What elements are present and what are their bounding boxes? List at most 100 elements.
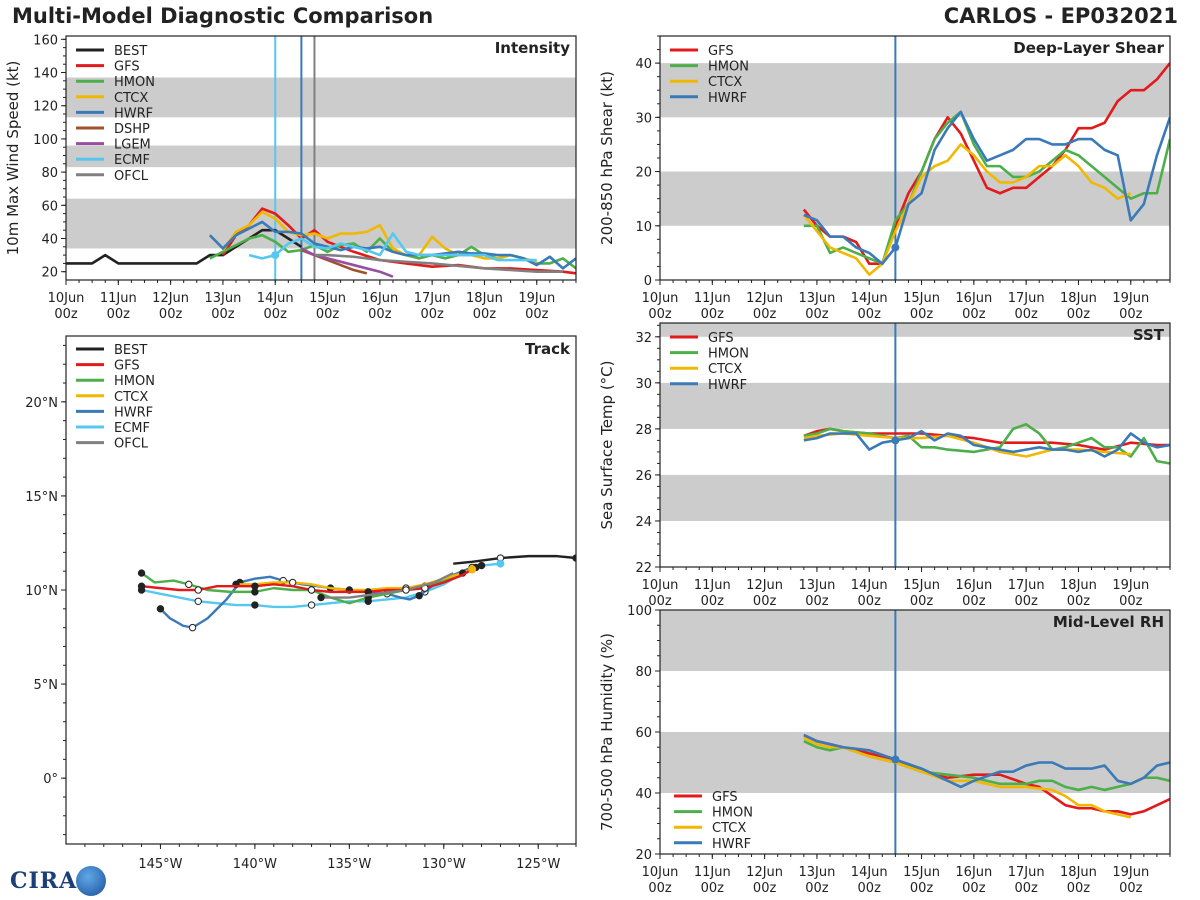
track-ytick-label: 5°N: [34, 678, 59, 693]
intensity-legend-label-ecmf: ECMF: [114, 153, 150, 168]
shear-legend-label-hmon: HMON: [708, 60, 749, 75]
track-position-marker: [251, 582, 259, 590]
intensity-series-group: [66, 207, 576, 278]
sst-series-group: [803, 422, 1170, 465]
intensity-ytick-label: 60: [41, 199, 58, 214]
shear-ytick-label: 40: [635, 57, 652, 72]
sst-ytick-label: 30: [635, 377, 652, 392]
intensity-legend-label-dshp: DSHP: [114, 122, 150, 137]
sst-xtick-label: 10Jun: [642, 578, 679, 593]
intensity-xtick-label: 14Jun: [257, 291, 294, 306]
intensity-series-best: [66, 228, 303, 265]
sst-xtick-label: 11Jun: [694, 578, 731, 593]
rh-series-hwrf: [803, 733, 1170, 789]
track-position-marker: [137, 582, 146, 590]
track-position-marker: [185, 580, 193, 589]
intensity-ytick-label: 140: [33, 67, 58, 82]
sst-ytick-label: 22: [635, 561, 652, 576]
sst-band: [660, 474, 1170, 521]
sst-xtick-label: 15Jun: [903, 578, 940, 593]
track-legend-label-best: BEST: [114, 343, 147, 358]
sst-xtick-label-hour: 00z: [648, 594, 672, 609]
track-legend-label-ecmf: ECMF: [114, 421, 150, 436]
intensity-series-gfs: [221, 207, 576, 275]
intensity-xtick-label-hour: 00z: [368, 307, 392, 322]
sst-xtick-label-hour: 00z: [910, 594, 934, 609]
track-position-marker: [307, 601, 316, 609]
intensity-xtick-label-hour: 00z: [525, 307, 549, 322]
rh-ytick-label: 60: [635, 726, 652, 741]
shear-ytick-label: 0: [644, 274, 652, 289]
rh-series-gfs: [803, 733, 1170, 816]
rh-xtick-label: 18Jun: [1060, 865, 1097, 880]
shear-band: [660, 63, 1170, 118]
shear-xtick-label: 19Jun: [1112, 291, 1149, 306]
sst-xtick-label-hour: 00z: [1014, 594, 1038, 609]
track-end-marker-ctcx: [468, 565, 477, 574]
sst-series-hwrf: [803, 429, 1170, 458]
track-series-best: [453, 554, 576, 565]
shear-legend-label-hwrf: HWRF: [708, 91, 747, 106]
track-ytick-label: 0°: [43, 772, 58, 787]
track-ytick-label: 15°N: [25, 490, 58, 505]
track-title: Track: [525, 340, 571, 358]
shear-xtick-label-hour: 00z: [1119, 307, 1143, 322]
shear-xtick-label-hour: 00z: [701, 307, 725, 322]
rh-xtick-label: 17Jun: [1008, 865, 1045, 880]
shear-xtick-label: 15Jun: [903, 291, 940, 306]
intensity-title: Intensity: [495, 39, 571, 57]
shear-init-marker: [891, 243, 900, 252]
shear-xtick-label-hour: 00z: [858, 307, 882, 322]
rh-legend-label-ctcx: CTCX: [712, 821, 746, 836]
intensity-legend-label-lgem: LGEM: [114, 138, 151, 153]
rh-xtick-label: 13Jun: [798, 865, 835, 880]
shear-xtick-label: 14Jun: [851, 291, 888, 306]
rh-xtick-label: 19Jun: [1112, 865, 1149, 880]
intensity-ytick-label: 20: [41, 266, 58, 281]
track-position-marker: [194, 586, 202, 594]
shear-xtick-label: 10Jun: [642, 291, 679, 306]
sst-xtick-label: 13Jun: [798, 578, 835, 593]
intensity-xtick-label-hour: 00z: [54, 307, 78, 322]
sst-panel: 22242628303210Jun00z11Jun00z12Jun00z13Ju…: [598, 322, 1171, 609]
rh-ytick-label: 20: [635, 848, 652, 863]
track-position-marker: [288, 578, 297, 587]
track-series-hwrf: [159, 566, 473, 629]
track-position-marker: [188, 623, 197, 632]
sst-band: [660, 382, 1170, 429]
rh-title: Mid-Level RH: [1053, 613, 1164, 631]
shear-title: Deep-Layer Shear: [1013, 39, 1164, 57]
sst-xtick-label-hour: 00z: [753, 594, 777, 609]
sst-legend-label-gfs: GFS: [708, 331, 734, 346]
shear-ytick-label: 20: [635, 166, 652, 181]
shear-xtick-label-hour: 00z: [648, 307, 672, 322]
intensity-ytick-label: 160: [33, 33, 58, 48]
intensity-xtick-label-hour: 00z: [264, 307, 288, 322]
shear-series-ctcx: [802, 143, 1132, 276]
shear-xtick-label-hour: 00z: [1014, 307, 1038, 322]
track-legend-label-ofcl: OFCL: [114, 437, 149, 452]
sst-ylabel: Sea Surface Temp (°C): [598, 360, 616, 529]
track-position-marker: [137, 569, 146, 577]
intensity-xtick-label: 16Jun: [361, 291, 398, 306]
track-ytick-label: 20°N: [25, 396, 58, 411]
track-position-marker: [307, 586, 316, 594]
intensity-series-hwrf: [208, 220, 576, 270]
track-xtick-label: 140°W: [233, 857, 277, 872]
intensity-init-marker: [271, 251, 280, 260]
shear-xtick-label-hour: 00z: [962, 307, 986, 322]
shear-ylabel: 200-850 hPa Shear (kt): [598, 71, 616, 245]
rh-xtick-label-hour: 00z: [648, 881, 672, 896]
rh-xtick-label: 15Jun: [903, 865, 940, 880]
track-xtick-label: 125°W: [516, 857, 560, 872]
track-position-marker: [317, 593, 325, 602]
sst-ytick-label: 28: [635, 423, 652, 438]
track-position-marker: [156, 605, 165, 613]
intensity-ytick-label: 120: [33, 100, 58, 115]
sst-ytick-label: 26: [635, 469, 652, 484]
intensity-xtick-label: 18Jun: [466, 291, 503, 306]
rh-xtick-label-hour: 00z: [805, 881, 829, 896]
shear-ytick-label: 30: [635, 111, 652, 126]
shear-xtick-label: 11Jun: [694, 291, 731, 306]
